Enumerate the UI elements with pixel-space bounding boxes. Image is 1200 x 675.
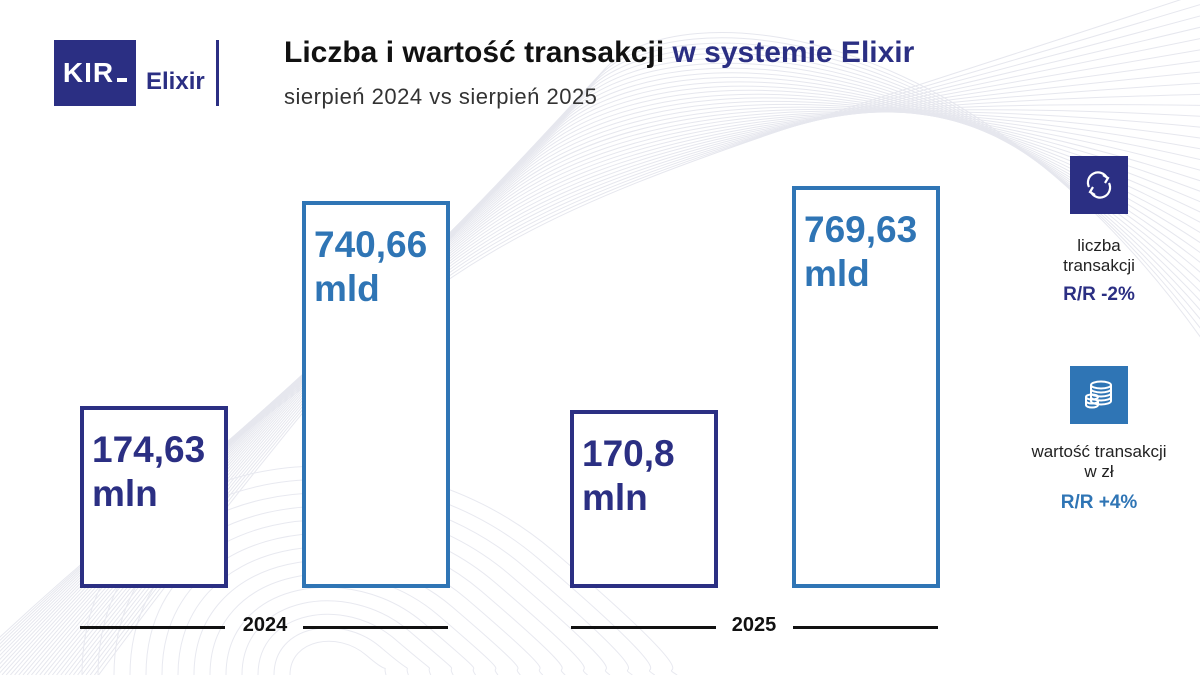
background-wave-line [5, 109, 1200, 675]
background-wave-line [14, 111, 1200, 675]
background-contour-line [257, 613, 432, 675]
title-accent: w systemie Elixir [672, 36, 915, 69]
background-contour-line [241, 600, 454, 675]
chart-title: Liczba i wartość transakcji w systemie E… [284, 36, 914, 70]
background-wave-line [77, 57, 1200, 675]
kir-logo: KIR [54, 40, 136, 106]
background-wave-line [73, 62, 1200, 675]
year-2024-line-left [80, 626, 225, 629]
chart-subtitle: sierpień 2024 vs sierpień 2025 [284, 84, 598, 109]
bar-value-2024: 740,66 mld [302, 201, 450, 588]
legend-count-label: liczba transakcji [1063, 236, 1135, 276]
background-wave-line [18, 110, 1200, 675]
background-contour-line [273, 627, 409, 675]
background-wave-line [81, 52, 1200, 675]
bar-value-2025: 769,63 mld [792, 186, 940, 588]
year-label-2025: 2025 [731, 614, 777, 636]
title-main: Liczba i wartość transakcji [284, 36, 665, 69]
bar-count-2025-label: 170,8 mln [582, 433, 675, 519]
legend-count-change: R/R -2% [1063, 284, 1135, 305]
background-wave-line [56, 81, 1200, 675]
bar-count-2024-label: 174,63 mln [92, 429, 206, 515]
year-2025-line-right [793, 626, 938, 629]
elixir-brand: Elixir [146, 68, 205, 95]
background-wave-line [39, 97, 1200, 675]
background-wave-line [22, 108, 1200, 675]
legend-value-change: R/R +4% [1060, 492, 1138, 513]
background-contour-line [289, 640, 387, 675]
header-divider [216, 40, 219, 106]
legend-value-tile [1070, 366, 1128, 424]
background-wave-line [64, 72, 1200, 675]
bar-value-2025-label: 769,63 mld [804, 209, 918, 295]
legend-count-tile [1070, 156, 1128, 214]
background-wave-line [68, 67, 1200, 675]
bar-count-2024: 174,63 mln [80, 406, 228, 588]
year-2024-line-right [303, 626, 448, 629]
legend-value-label: wartość transakcji w zł [1031, 442, 1167, 482]
background-wave-line [1, 104, 1200, 675]
bar-count-2025: 170,8 mln [570, 410, 718, 588]
bar-value-2024-label: 740,66 mld [314, 224, 428, 310]
background-wave-line [31, 103, 1200, 675]
year-label-2024: 2024 [242, 614, 288, 636]
background-contour-line [225, 586, 477, 675]
background-contour-line [209, 573, 499, 675]
coin-stack-icon [1085, 380, 1112, 409]
year-2025-line-left [571, 626, 716, 629]
refresh-arrows-icon [1086, 171, 1112, 199]
background-wave-line [60, 76, 1200, 675]
